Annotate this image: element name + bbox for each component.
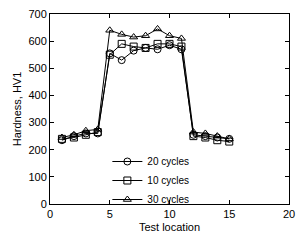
svg-text:400: 400 <box>28 89 46 101</box>
svg-text:Hardness, HV1: Hardness, HV1 <box>11 72 23 147</box>
svg-text:600: 600 <box>28 35 46 47</box>
svg-text:200: 200 <box>28 144 46 156</box>
svg-text:300: 300 <box>28 116 46 128</box>
svg-text:20 cycles: 20 cycles <box>147 156 189 167</box>
svg-text:30 cycles: 30 cycles <box>147 194 189 205</box>
svg-text:500: 500 <box>28 62 46 74</box>
svg-text:20: 20 <box>283 208 295 220</box>
svg-text:10: 10 <box>163 208 175 220</box>
svg-text:0: 0 <box>41 198 47 210</box>
svg-text:Test location: Test location <box>139 221 200 233</box>
svg-text:100: 100 <box>28 171 46 183</box>
svg-text:5: 5 <box>107 208 113 220</box>
svg-text:700: 700 <box>28 8 46 20</box>
svg-text:10 cycles: 10 cycles <box>147 175 189 186</box>
svg-text:15: 15 <box>223 208 235 220</box>
svg-text:0: 0 <box>47 208 53 220</box>
